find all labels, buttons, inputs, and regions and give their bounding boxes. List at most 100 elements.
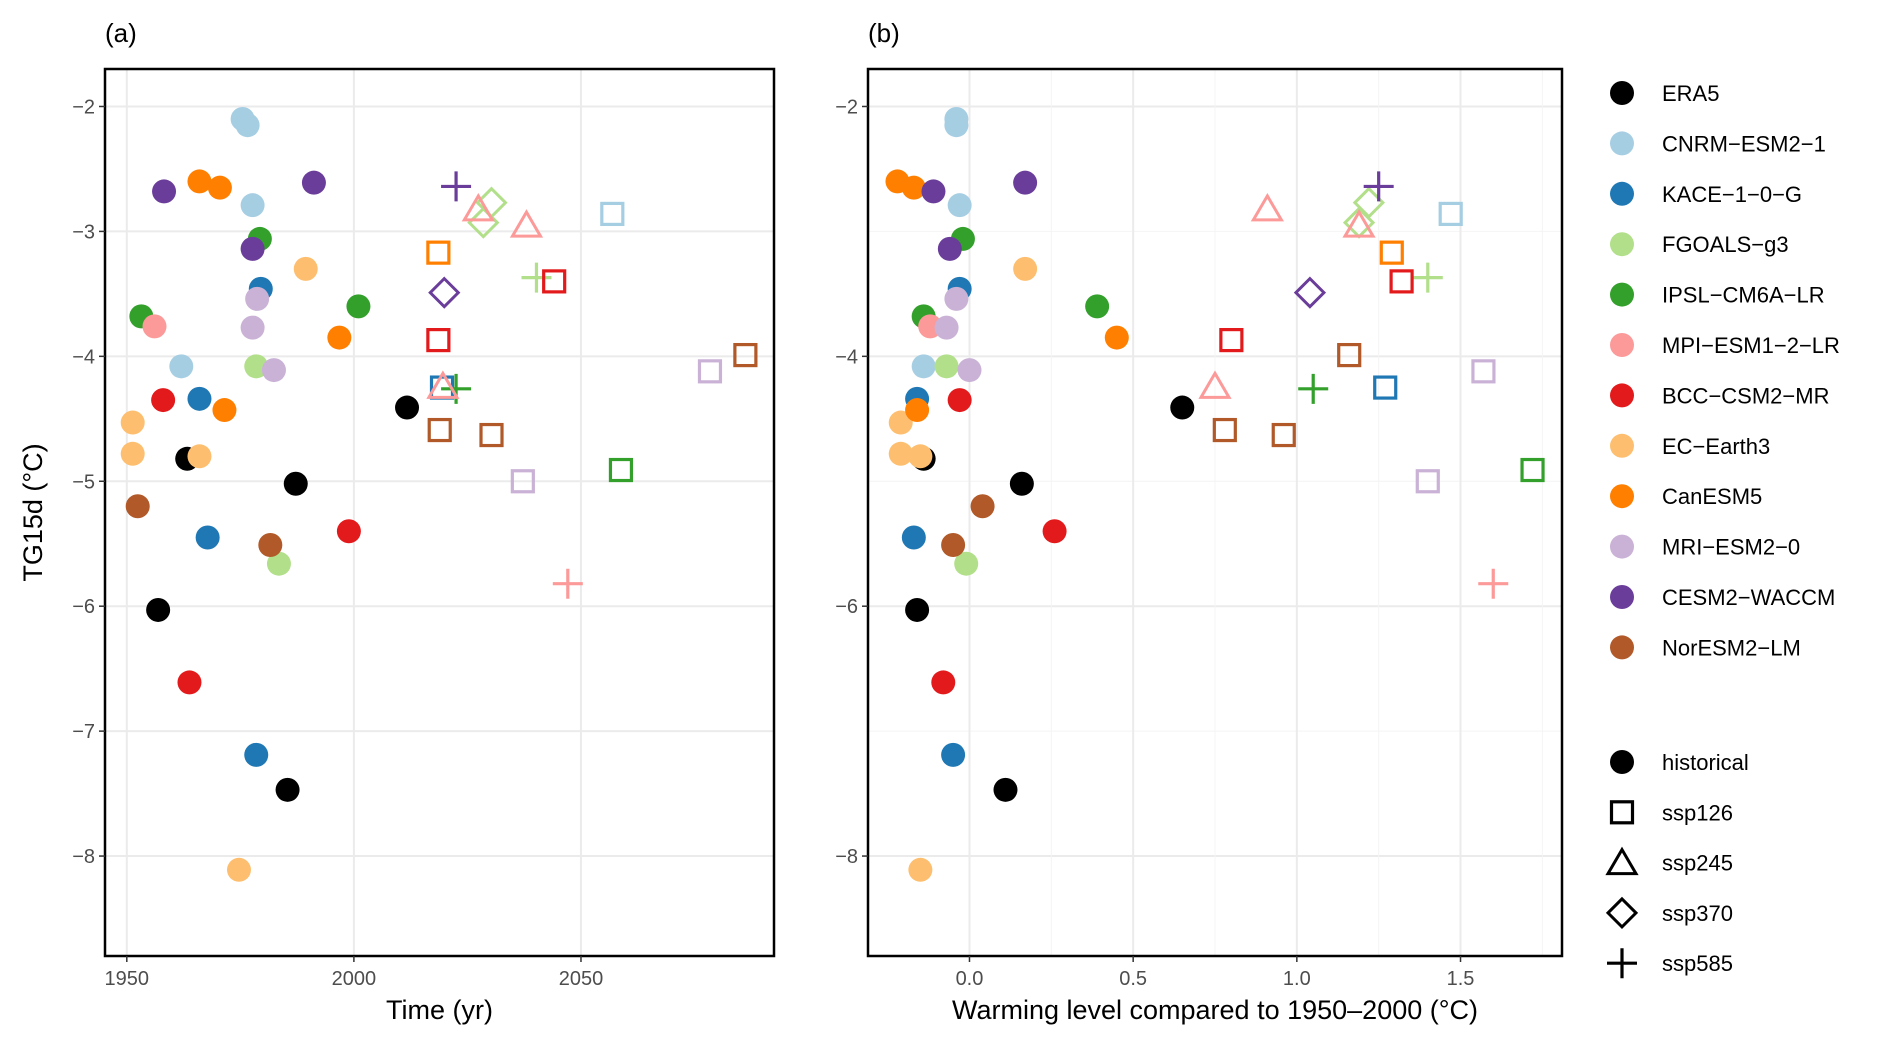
data-point [957,358,982,383]
data-point [283,471,308,496]
legend-key [1605,846,1639,876]
legend-key [1607,948,1637,979]
legend-key [1610,534,1634,559]
legend-label: historical [1662,750,1749,775]
legend: ERA5 CNRM−ESM2−1 KACE−1−0−G FGOALS−g3 IPSL−C… [1605,81,1840,979]
data-point [1379,240,1404,265]
data-point [1104,325,1129,350]
tick-label-y: −4 [72,346,95,368]
data-point [733,342,758,368]
data-point [509,209,544,238]
data-point [1042,519,1067,544]
data-point [187,169,212,194]
data-point [888,441,913,466]
data-point [146,597,171,622]
data-point [947,193,972,218]
legend-item: ERA5 [1610,81,1719,106]
legend-key [1610,282,1634,307]
data-point [970,494,995,519]
legend-item: MPI−ESM1−2−LR [1610,333,1840,358]
tick-label-y: −7 [72,721,95,743]
tick-label-y: −6 [72,596,95,618]
data-point [169,354,194,379]
legend-item: BCC−CSM2−MR [1610,383,1829,408]
data-point [901,525,926,550]
legend-key [1605,896,1639,930]
data-point [1471,359,1496,384]
legend-item: FGOALS−g3 [1610,232,1789,257]
data-point [1293,276,1327,309]
legend-key [1610,433,1634,458]
legend-label: CESM2−WACCM [1662,585,1835,610]
data-point [244,742,269,767]
data-point [911,354,936,379]
panel-a: −2 −3 −4 −5 −6 −7 −8 1950 2000 2050 Time (yr) TG15d… [18,18,776,1025]
data-point [327,325,352,350]
legend-item: ssp370 [1605,896,1733,930]
tick-label-x: 1.5 [1447,968,1475,990]
data-point [1198,370,1232,399]
data-point [245,286,270,311]
data-point [993,777,1018,802]
legend-label: ssp370 [1662,901,1733,926]
tick-label-y: −3 [72,221,95,243]
data-point [608,457,634,483]
data-point [142,314,167,339]
data-point [542,269,567,294]
data-point [293,256,318,281]
data-point [1170,395,1195,420]
data-point [187,386,212,411]
legend-key [1610,585,1634,609]
data-point [426,370,460,399]
data-point [479,422,504,448]
data-point [1415,469,1440,494]
data-point [600,201,625,227]
data-point [151,388,176,413]
data-point [187,444,212,469]
data-point [937,236,962,261]
data-point [428,276,461,309]
data-point [941,532,966,557]
tick-label-x: 0.5 [1119,968,1147,990]
legend-item: CanESM5 [1610,484,1762,509]
data-point [212,398,237,423]
data-point [905,398,930,423]
tick-label-x: 1.0 [1283,968,1311,990]
legend-label: ssp245 [1662,851,1733,876]
data-point [1013,256,1038,281]
legend-item: NorESM2−LM [1610,635,1801,660]
data-point [1085,294,1110,319]
legend-key [1609,800,1635,825]
data-point [931,670,956,695]
legend-label: EC−Earth3 [1662,434,1770,459]
legend-key [1610,750,1634,774]
data-point [346,294,371,319]
legend-label: CanESM5 [1662,484,1762,509]
data-point [1373,375,1398,400]
data-point [1219,327,1244,353]
legend-item: CESM2−WACCM [1610,585,1835,610]
legend-label: CNRM−ESM2−1 [1662,131,1826,156]
data-point [521,262,552,293]
legend-item: KACE−1−0−G [1610,181,1802,207]
legend-item: ssp585 [1607,948,1733,979]
legend-key [1610,232,1634,257]
legend-label: ssp585 [1662,951,1733,976]
legend-label: BCC−CSM2−MR [1662,383,1829,408]
legend-label: NorESM2−LM [1662,635,1801,660]
data-point [944,286,969,311]
data-point [426,240,451,265]
data-point [908,857,933,882]
plot-area [105,69,774,956]
panel-b: −2 −4 −6 −8 0.0 0.5 1.0 1.5 Warming level compar… [835,18,1564,1025]
data-point [235,113,260,138]
legend-key [1610,181,1634,206]
data-point [697,359,723,384]
data-point [1438,201,1463,227]
data-point [1212,417,1237,443]
data-point [266,551,291,576]
tick-label-x: 0.0 [956,968,984,990]
data-point [275,777,300,802]
legend-label: IPSL−CM6A−LR [1662,283,1825,308]
